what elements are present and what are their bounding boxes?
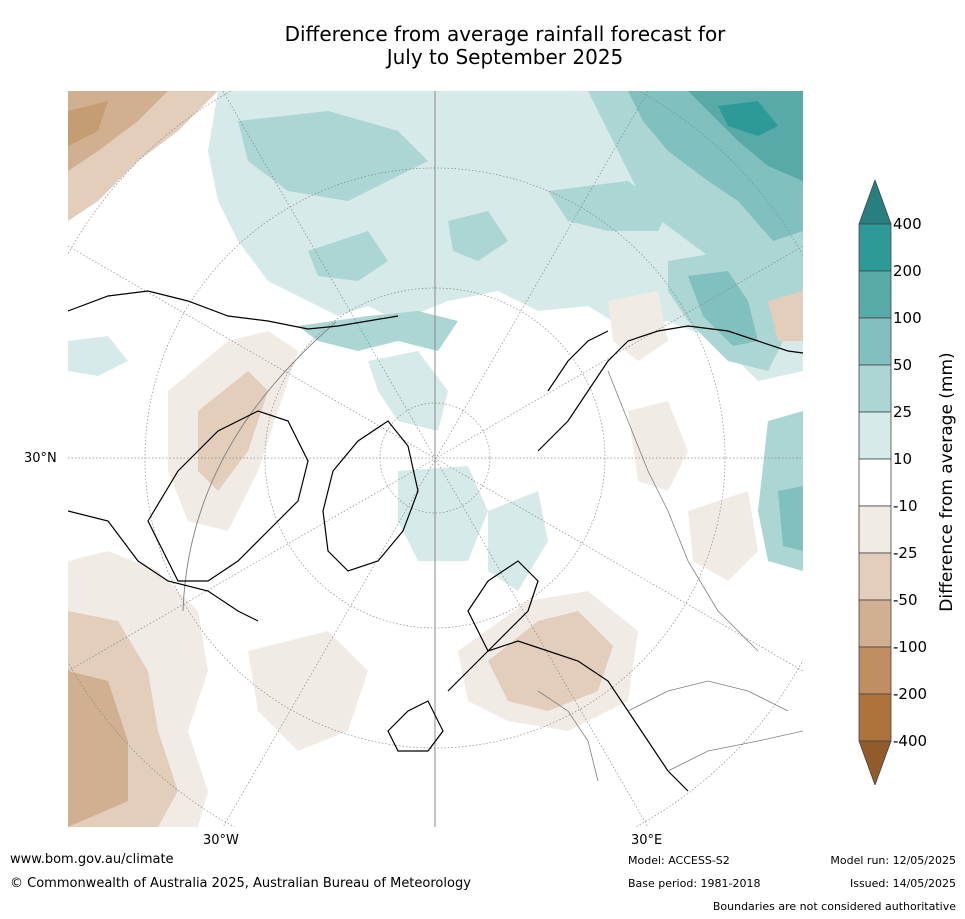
colorbar-title: Difference from average (mm) [937,352,957,612]
colorbar-tick-label: 100 [893,309,922,327]
colorbar-tick-label: -100 [893,638,928,656]
colorbar-tick-label: 400 [893,215,922,233]
colorbar-bin [858,411,892,460]
rainfall-map [68,91,803,827]
colorbar-tick-label: -50 [893,591,918,609]
colorbar-bin [858,599,892,648]
colorbar-bin [858,552,892,601]
footer-model: Model: ACCESS-S2 [628,854,730,867]
footer-model-run: Model run: 12/05/2025 [830,854,956,867]
colorbar-tick-label: 50 [893,356,913,374]
borders [537,370,803,782]
colorbar-tick-label: -400 [893,732,928,750]
colorbar-bin [858,458,892,507]
footer-disclaimer: Boundaries are not considered authoritat… [712,900,956,913]
colorbar-bin [858,364,892,413]
colorbar-tick-label: -25 [893,544,918,562]
colorbar-bin [858,317,892,366]
colorbar-bin [858,270,892,319]
map-title-line2: July to September 2025 [386,45,624,69]
latitude-label-30n: 30°N [24,451,57,466]
longitude-label-30w: 30°W [203,833,239,848]
footer-base-period: Base period: 1981-2018 [628,877,761,890]
colorbar-tick-label: 200 [893,262,922,280]
footer-website: www.bom.gov.au/climate [10,852,174,867]
solid-graticule [182,91,436,827]
colorbar-tick-label: 10 [893,450,913,468]
coastlines [68,290,803,792]
colorbar-bin [858,505,892,554]
anomaly-fill-dry [68,91,803,827]
colorbar-arrow-bottom [858,740,892,785]
colorbar-arrow-top [858,180,892,225]
colorbar [858,180,892,785]
longitude-label-30e: 30°E [631,833,663,848]
footer-copyright: © Commonwealth of Australia 2025, Austra… [10,876,471,891]
colorbar-tick-label: -200 [893,685,928,703]
anomaly-fill-wet [68,91,803,591]
colorbar-bin [858,693,892,742]
colorbar-bin [858,646,892,695]
map-title-line1: Difference from average rainfall forecas… [284,22,726,46]
colorbar-bin [858,223,892,272]
colorbar-tick-label: -10 [893,497,918,515]
footer-issued: Issued: 14/05/2025 [849,877,956,890]
colorbar-tick-label: 25 [893,403,913,421]
